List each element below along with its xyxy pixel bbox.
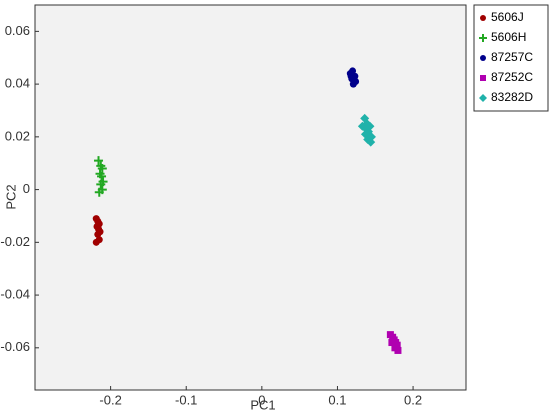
y-tick-label: 0 [23,181,30,196]
plot-frame [34,4,467,391]
point [366,132,376,142]
point [97,163,107,173]
point [480,55,486,61]
y-tick-label: 0.04 [5,76,30,91]
point [365,121,375,131]
point [94,187,104,197]
point [94,230,102,238]
legend-label: 5606J [491,10,524,24]
x-tick-label: 0 [258,392,265,407]
legend-label: 5606H [491,30,526,44]
plot-area [35,5,466,390]
point [394,346,402,354]
point [361,124,371,134]
y-axis-label: PC2 [3,184,18,209]
point [94,156,104,166]
legend-label: 87257C [491,50,533,64]
y-tick-label: 0.02 [5,128,30,143]
point [393,341,401,349]
point [92,238,100,246]
x-tick-label: 0.2 [404,392,422,407]
x-tick-label: -0.1 [175,392,197,407]
point [388,339,396,347]
x-tick-label: -0.2 [99,392,121,407]
point [366,137,376,147]
legend-label: 83282D [491,90,533,104]
point [97,171,107,181]
y-tick-label: 0.06 [5,23,30,38]
y-tick-label: -0.02 [0,234,30,249]
point [347,72,355,80]
point [480,15,486,21]
point [352,77,360,85]
point [479,94,487,102]
point [96,179,106,189]
legend-label: 87252C [491,70,533,84]
x-axis-label: PC1 [250,397,275,412]
legend-box [473,4,549,112]
point [349,67,357,75]
y-tick-label: -0.06 [0,339,30,354]
x-tick-label: 0.1 [328,392,346,407]
point [480,75,486,81]
y-tick-label: -0.04 [0,287,30,302]
point [479,34,487,42]
